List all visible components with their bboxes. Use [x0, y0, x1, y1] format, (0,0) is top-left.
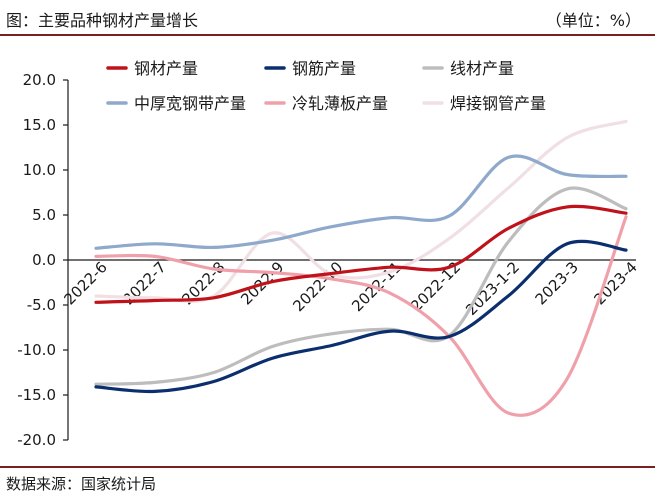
series-line-3 — [94, 186, 628, 386]
axis-layer: 20.015.010.05.00.0-5.0-10.0-15.0-20.0202… — [17, 71, 641, 449]
series-line-2 — [94, 239, 628, 394]
y-tick-label: 5.0 — [32, 206, 56, 224]
legend-label-2: 钢筋产量 — [292, 59, 356, 78]
y-tick-label: 0.0 — [32, 251, 56, 269]
y-tick-label: -15.0 — [17, 386, 56, 404]
y-tick-label: -5.0 — [27, 296, 56, 314]
legend-label-1: 钢材产量 — [134, 59, 198, 78]
series-layer — [94, 119, 628, 417]
y-tick-label: 10.0 — [23, 161, 56, 179]
bottom-rule — [0, 466, 655, 468]
y-tick-label: -20.0 — [17, 431, 56, 449]
header: 图：主要品种钢材产量增长 （单位：%） — [0, 0, 655, 34]
top-rule — [0, 34, 655, 36]
y-tick-label: 20.0 — [23, 71, 56, 89]
chart-title: 图：主要品种钢材产量增长 — [6, 11, 199, 30]
series-line-5 — [94, 215, 628, 417]
legend-label-5: 冷轧薄板产量 — [292, 94, 388, 113]
series-line-1 — [94, 204, 628, 304]
source-note: 数据来源：国家统计局 — [6, 475, 157, 493]
series-line-4 — [94, 154, 628, 250]
y-tick-label: 15.0 — [23, 116, 56, 134]
legend-label-3: 线材产量 — [450, 59, 514, 78]
y-tick-label: -10.0 — [17, 341, 56, 359]
legend-label-6: 焊接钢管产量 — [450, 94, 546, 113]
unit-label: （单位：%） — [545, 11, 641, 30]
legend-label-4: 中厚宽钢带产量 — [134, 94, 246, 113]
